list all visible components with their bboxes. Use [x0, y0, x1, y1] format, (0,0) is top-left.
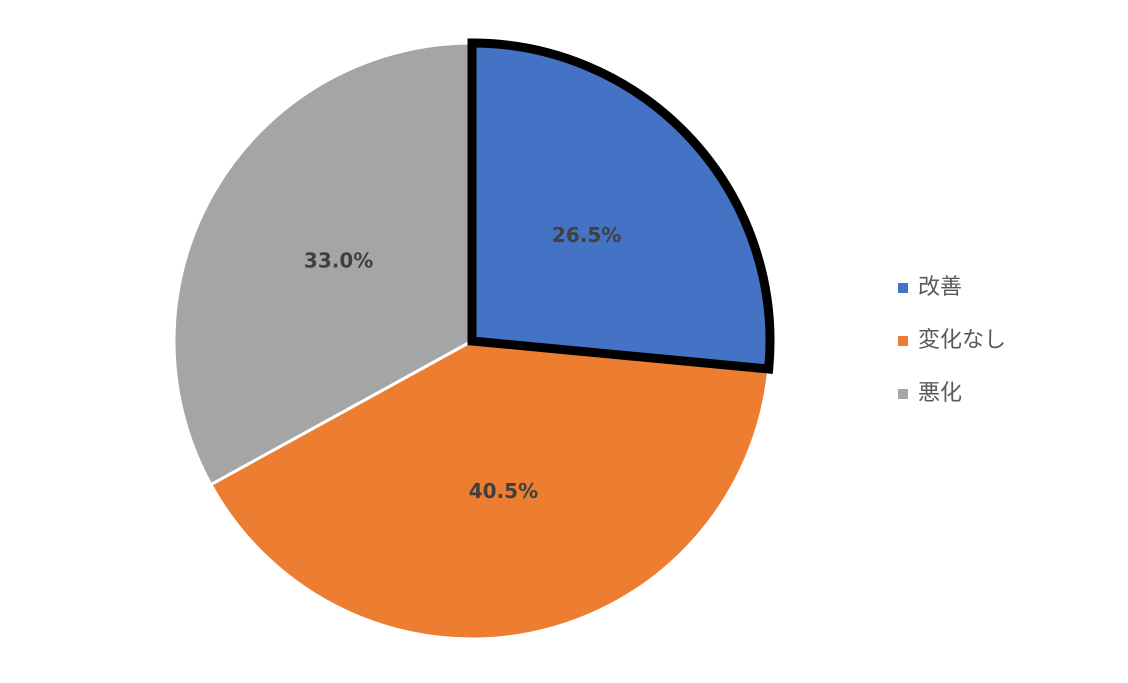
- data-label: 26.5%: [552, 223, 621, 247]
- legend-label: 悪化: [918, 381, 962, 406]
- pie-slice: [208, 339, 771, 641]
- pie-slice: [467, 38, 775, 374]
- legend-label: 改善: [918, 275, 962, 300]
- legend-marker: [898, 336, 908, 346]
- data-label: 33.0%: [304, 249, 373, 273]
- legend-marker: [898, 283, 908, 293]
- legend-marker: [898, 389, 908, 399]
- data-label: 40.5%: [469, 479, 538, 503]
- legend-label: 変化なし: [918, 328, 1006, 353]
- pie-slice: [172, 41, 474, 487]
